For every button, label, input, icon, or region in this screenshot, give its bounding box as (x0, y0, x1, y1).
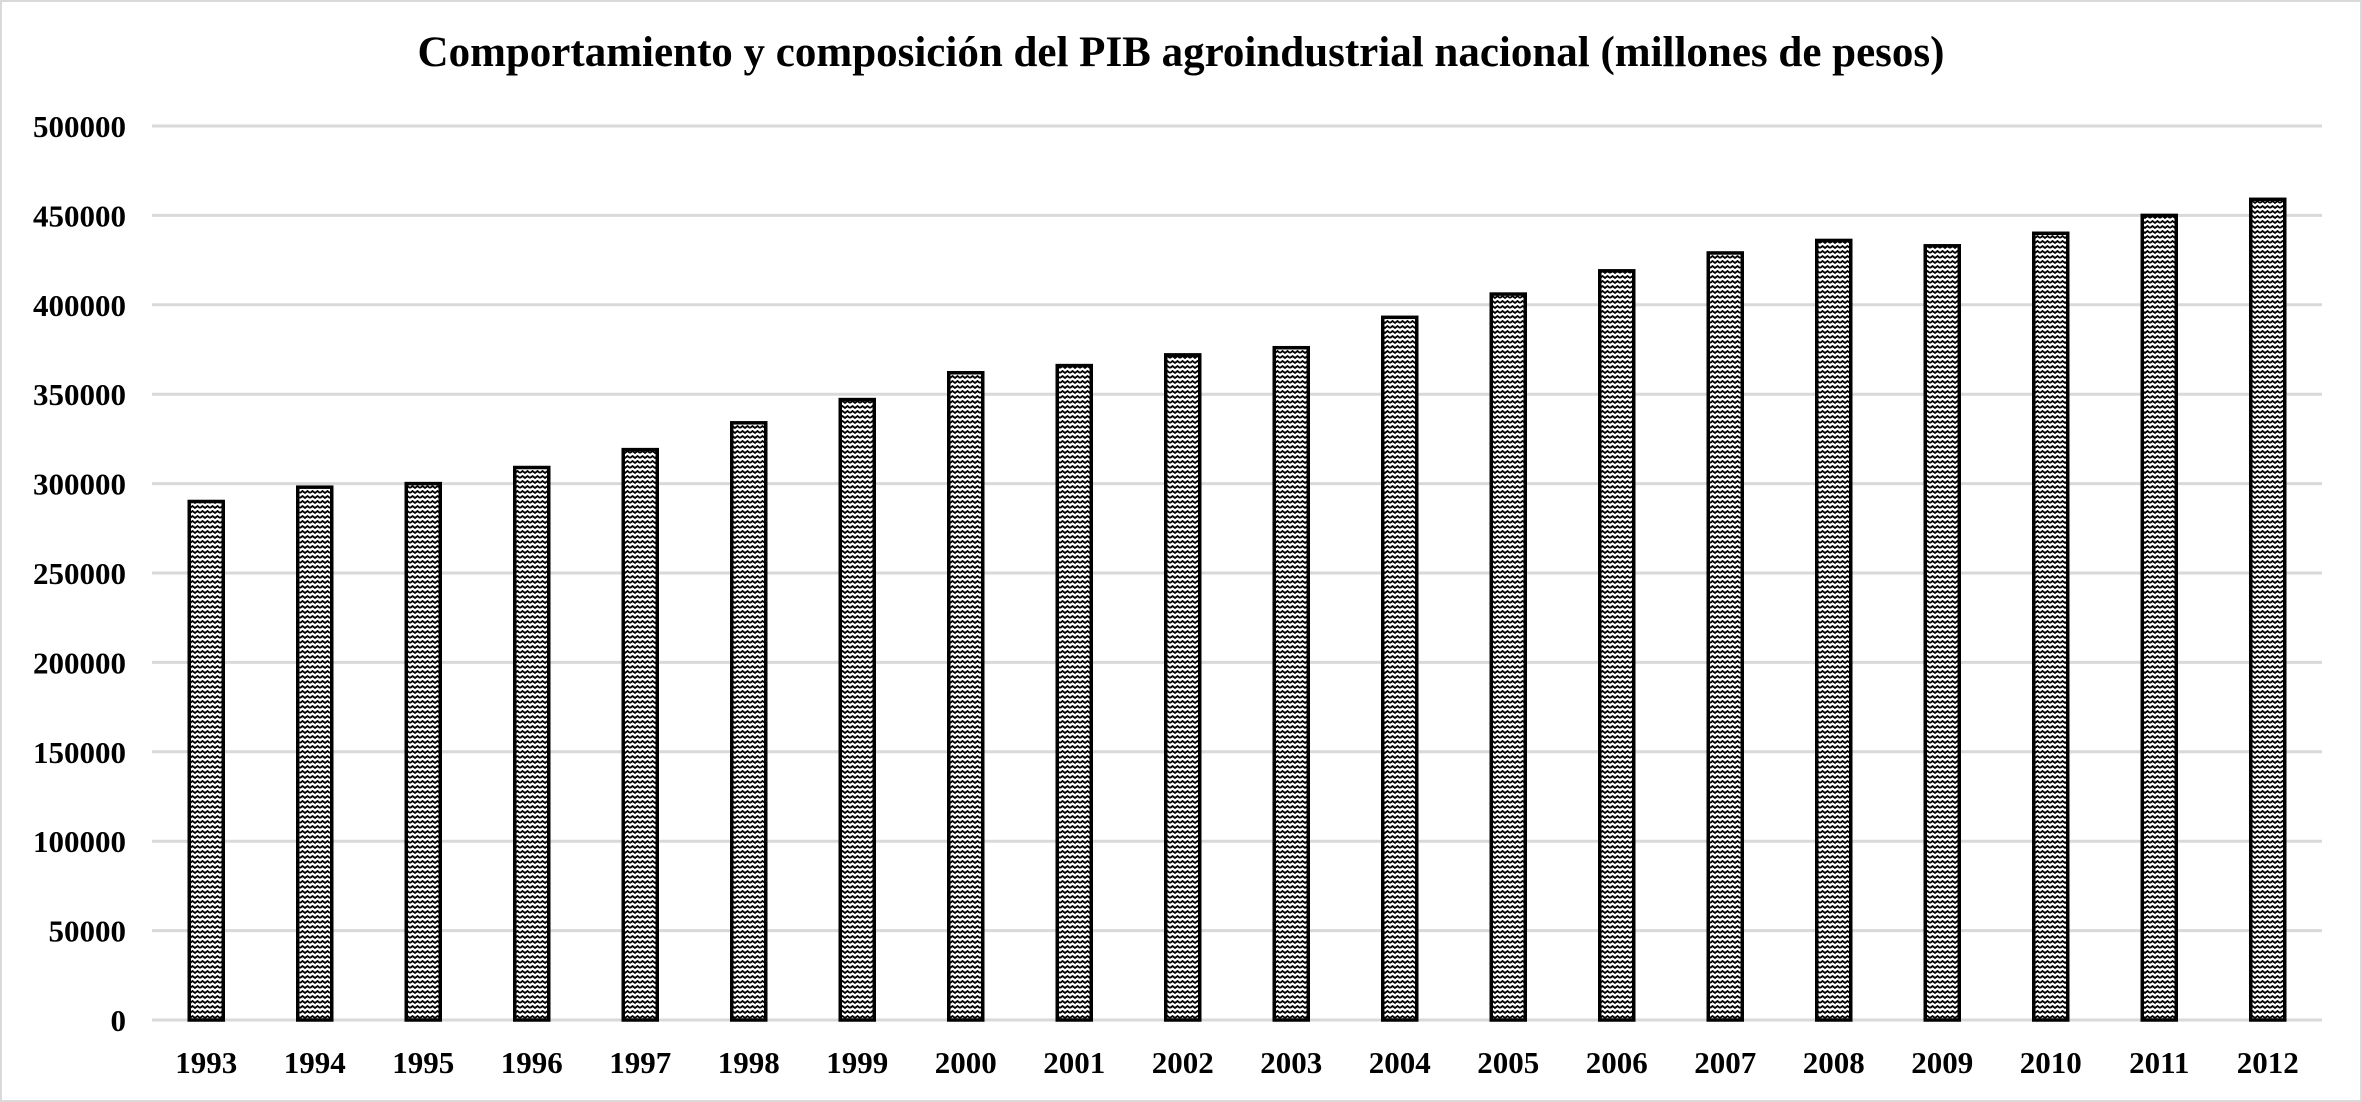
x-tick-label: 1996 (501, 1045, 563, 1080)
x-tick-label: 2011 (2129, 1045, 2189, 1080)
x-tick-label: 1994 (284, 1045, 346, 1080)
y-tick-label: 100000 (33, 824, 126, 859)
bar-1996 (513, 465, 551, 1022)
x-axis-ticks: 1993 1994 1995 1996 1997 1998 1999 2000 2001 2002… (175, 1045, 2299, 1080)
bar-2012 (2249, 197, 2287, 1022)
x-tick-label: 2005 (1477, 1045, 1539, 1080)
bar-2002 (1164, 353, 1202, 1022)
y-tick-label: 50000 (49, 914, 127, 949)
y-tick-label: 350000 (33, 377, 126, 412)
y-tick-label: 0 (111, 1003, 127, 1038)
bar-2008 (1815, 238, 1853, 1022)
bar-2003 (1272, 345, 1310, 1022)
x-tick-label: 2009 (1911, 1045, 1973, 1080)
x-tick-label: 2008 (1803, 1045, 1865, 1080)
bar-2005 (1489, 292, 1527, 1022)
bar-2010 (2032, 231, 2070, 1022)
bar-2006 (1598, 269, 1636, 1022)
gridlines (152, 124, 2322, 1022)
bar-1998 (730, 421, 768, 1022)
y-tick-label: 200000 (33, 645, 126, 680)
x-tick-label: 2003 (1260, 1045, 1322, 1080)
bar-1997 (621, 447, 659, 1022)
x-tick-label: 1993 (175, 1045, 237, 1080)
chart-title: Comportamiento y composición del PIB agr… (417, 29, 1945, 76)
bar-2007 (1706, 251, 1744, 1022)
y-axis-ticks: 0 50000 100000 150000 200000 250000 300000 3500… (33, 109, 126, 1038)
bar-1999 (838, 397, 876, 1022)
x-tick-label: 2012 (2237, 1045, 2299, 1080)
y-tick-label: 400000 (33, 288, 126, 323)
x-tick-label: 2007 (1694, 1045, 1756, 1080)
x-tick-label: 2002 (1152, 1045, 1214, 1080)
x-tick-label: 2000 (935, 1045, 997, 1080)
y-tick-label: 250000 (33, 556, 126, 591)
bar-2009 (1923, 244, 1961, 1022)
x-tick-label: 2001 (1043, 1045, 1105, 1080)
bar-1995 (404, 481, 442, 1022)
bars (187, 197, 2287, 1022)
x-tick-label: 2004 (1369, 1045, 1431, 1080)
x-tick-label: 1998 (718, 1045, 780, 1080)
bar-2000 (947, 370, 985, 1022)
x-tick-label: 2006 (1586, 1045, 1648, 1080)
y-tick-label: 500000 (33, 109, 126, 144)
y-tick-label: 150000 (33, 735, 126, 770)
x-tick-label: 2010 (2020, 1045, 2082, 1080)
bar-2011 (2140, 213, 2178, 1022)
bar-2001 (1055, 363, 1093, 1022)
x-tick-label: 1997 (609, 1045, 671, 1080)
y-tick-label: 450000 (33, 198, 126, 233)
bar-1994 (296, 485, 334, 1022)
bar-2004 (1381, 315, 1419, 1022)
x-tick-label: 1995 (392, 1045, 454, 1080)
bar-1993 (187, 499, 225, 1022)
x-tick-label: 1999 (826, 1045, 888, 1080)
y-tick-label: 300000 (33, 467, 126, 502)
